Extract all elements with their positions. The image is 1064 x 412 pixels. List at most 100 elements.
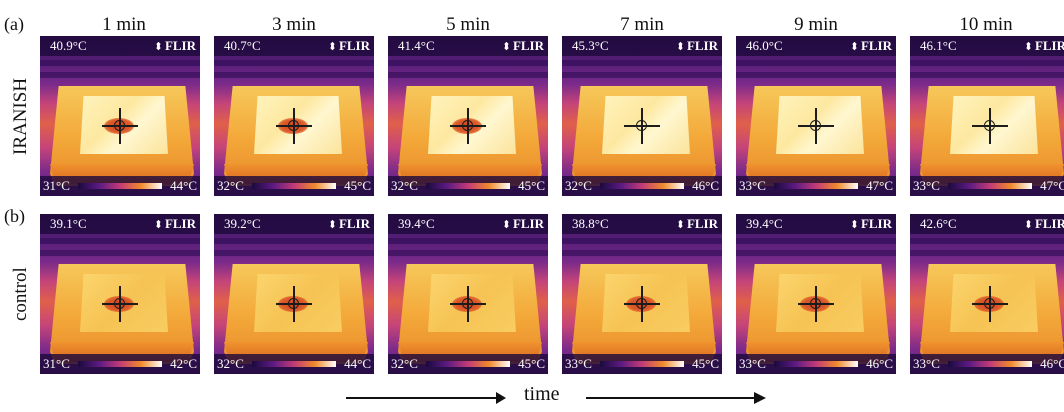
color-scale-gradient xyxy=(600,183,684,189)
flir-logo-text: FLIR xyxy=(860,216,892,231)
crosshair-icon xyxy=(636,298,647,309)
flir-logo-text: FLIR xyxy=(686,216,718,231)
scale-min-label: 33°C xyxy=(913,356,940,371)
crosshair-icon xyxy=(288,298,299,309)
crosshair-icon xyxy=(114,120,125,131)
up-down-arrow-icon: ⬍ xyxy=(327,41,337,53)
background-stripe xyxy=(40,72,200,78)
color-scale-gradient xyxy=(948,183,1032,189)
flir-logo: ⬍ FLIR xyxy=(840,214,896,234)
time-axis: time xyxy=(346,383,766,406)
arrow-head-icon xyxy=(754,392,766,404)
background-stripe xyxy=(910,60,1064,66)
column-title: 1 min xyxy=(102,14,146,35)
up-down-arrow-icon: ⬍ xyxy=(153,41,163,53)
panel-label-a: (a) xyxy=(4,14,24,34)
scale-max-label: 45°C xyxy=(518,356,545,371)
background-stripe xyxy=(40,60,200,66)
temperature-readout: 46.0°C xyxy=(736,36,840,56)
scale-max-label: 46°C xyxy=(1040,356,1064,371)
background-stripe xyxy=(388,60,548,66)
scale-max-label: 47°C xyxy=(1040,178,1064,193)
scale-min-label: 33°C xyxy=(739,178,766,193)
crosshair-icon xyxy=(810,120,821,131)
thermal-image: 46.1°C ⬍ FLIR 33°C 47°C xyxy=(910,36,1064,196)
temperature-readout: 39.4°C xyxy=(736,214,840,234)
thermal-image: 42.6°C ⬍ FLIR 33°C 46°C xyxy=(910,214,1064,374)
scale-min-label: 31°C xyxy=(43,356,70,371)
background-stripe xyxy=(736,250,896,256)
temperature-scale-bar: 32°C 45°C xyxy=(214,176,374,196)
temperature-scale-bar: 33°C 47°C xyxy=(736,176,896,196)
color-scale-gradient xyxy=(426,183,510,189)
background-stripe xyxy=(562,60,722,66)
temperature-scale-bar: 33°C 46°C xyxy=(736,354,896,374)
background-stripe xyxy=(214,60,374,66)
arrow-head-icon xyxy=(496,392,506,404)
column-title: 5 min xyxy=(446,14,490,35)
temperature-readout: 45.3°C xyxy=(562,36,666,56)
scale-max-label: 45°C xyxy=(518,178,545,193)
flir-logo: ⬍ FLIR xyxy=(318,36,374,56)
temperature-readout: 39.1°C xyxy=(40,214,144,234)
flir-logo-text: FLIR xyxy=(1034,38,1064,53)
thermal-image: 40.9°C ⬍ FLIR 31°C 44°C xyxy=(40,36,200,196)
flir-logo: ⬍ FLIR xyxy=(318,214,374,234)
background-stripe xyxy=(910,238,1064,244)
up-down-arrow-icon: ⬍ xyxy=(849,41,859,53)
up-down-arrow-icon: ⬍ xyxy=(153,219,163,231)
flir-logo-text: FLIR xyxy=(338,216,370,231)
flir-logo-text: FLIR xyxy=(164,216,196,231)
scale-max-label: 44°C xyxy=(344,356,371,371)
column-title: 3 min xyxy=(272,14,316,35)
thermal-image: 39.4°C ⬍ FLIR 32°C 45°C xyxy=(388,214,548,374)
up-down-arrow-icon: ⬍ xyxy=(675,219,685,231)
temperature-scale-bar: 32°C 45°C xyxy=(388,354,548,374)
scale-min-label: 33°C xyxy=(565,356,592,371)
scale-max-label: 46°C xyxy=(692,178,719,193)
background-stripe xyxy=(214,250,374,256)
crosshair-icon xyxy=(636,120,647,131)
flir-logo: ⬍ FLIR xyxy=(840,36,896,56)
crosshair-icon xyxy=(810,298,821,309)
up-down-arrow-icon: ⬍ xyxy=(675,41,685,53)
crosshair-icon xyxy=(462,298,473,309)
column-title: 10 min xyxy=(959,14,1013,35)
color-scale-gradient xyxy=(78,361,162,367)
scale-min-label: 33°C xyxy=(913,178,940,193)
temperature-readout: 40.7°C xyxy=(214,36,318,56)
temperature-scale-bar: 31°C 44°C xyxy=(40,176,200,196)
crosshair-icon xyxy=(984,120,995,131)
flir-logo-text: FLIR xyxy=(1034,216,1064,231)
background-stripe xyxy=(388,238,548,244)
temperature-readout: 41.4°C xyxy=(388,36,492,56)
temperature-scale-bar: 33°C 47°C xyxy=(910,176,1064,196)
scale-min-label: 33°C xyxy=(739,356,766,371)
flir-logo-text: FLIR xyxy=(512,216,544,231)
background-stripe xyxy=(388,72,548,78)
scale-min-label: 32°C xyxy=(391,178,418,193)
thermal-image: 39.2°C ⬍ FLIR 32°C 44°C xyxy=(214,214,374,374)
color-scale-gradient xyxy=(252,183,336,189)
crosshair-icon xyxy=(462,120,473,131)
scale-min-label: 31°C xyxy=(43,178,70,193)
background-stripe xyxy=(388,250,548,256)
up-down-arrow-icon: ⬍ xyxy=(849,219,859,231)
scale-min-label: 32°C xyxy=(391,356,418,371)
flir-logo: ⬍ FLIR xyxy=(144,214,200,234)
background-stripe xyxy=(736,238,896,244)
temperature-scale-bar: 32°C 45°C xyxy=(388,176,548,196)
flir-logo: ⬍ FLIR xyxy=(492,36,548,56)
flir-logo: ⬍ FLIR xyxy=(1014,36,1064,56)
thermal-image: 41.4°C ⬍ FLIR 32°C 45°C xyxy=(388,36,548,196)
flir-logo-text: FLIR xyxy=(686,38,718,53)
up-down-arrow-icon: ⬍ xyxy=(501,41,511,53)
crosshair-icon xyxy=(984,298,995,309)
thermal-image: 38.8°C ⬍ FLIR 33°C 45°C xyxy=(562,214,722,374)
temperature-scale-bar: 32°C 44°C xyxy=(214,354,374,374)
thermal-image: 45.3°C ⬍ FLIR 32°C 46°C xyxy=(562,36,722,196)
temperature-readout: 42.6°C xyxy=(910,214,1014,234)
thermal-image: 46.0°C ⬍ FLIR 33°C 47°C xyxy=(736,36,896,196)
scale-max-label: 45°C xyxy=(344,178,371,193)
background-stripe xyxy=(910,250,1064,256)
